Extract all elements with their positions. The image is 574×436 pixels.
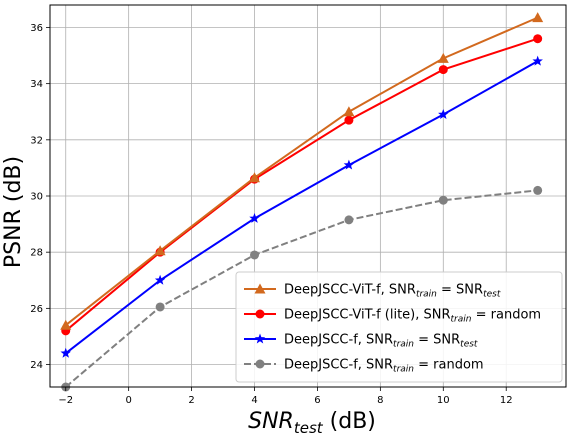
x-tick-label: 10 (437, 395, 450, 406)
data-point (249, 212, 260, 223)
data-point (60, 347, 71, 358)
x-axis-label: SNRtest (dB) (248, 409, 376, 436)
data-point (533, 34, 543, 44)
data-point (438, 109, 449, 119)
x-axis-label-main: SNR (248, 409, 294, 434)
x-axis-label-unit: (dB) (323, 409, 376, 434)
series-line (65, 16, 539, 326)
data-point (438, 65, 448, 75)
x-tick-label: 2 (188, 395, 194, 406)
x-tick-label: 0 (125, 395, 131, 406)
series-4 (61, 185, 543, 392)
data-point (154, 245, 166, 256)
x-tick-label: 12 (500, 395, 513, 406)
data-point (532, 55, 543, 66)
series-line (65, 37, 538, 332)
data-point (438, 195, 448, 205)
series-line (65, 189, 538, 388)
data-point (250, 250, 260, 260)
series-layer (60, 12, 544, 392)
data-point (344, 215, 354, 225)
legend-item: DeepJSCC-ViT-f (lite), SNRtrain = random (244, 308, 541, 325)
data-point (249, 172, 261, 183)
legend-item: DeepJSCC-ViT-f, SNRtrain = SNRtest (244, 283, 501, 300)
legend-box (235, 271, 563, 383)
legend-marker (255, 309, 265, 319)
y-axis-label: PSNR (dB) (1, 156, 26, 268)
data-point (60, 319, 72, 330)
legend-marker (255, 359, 265, 369)
legend-label: DeepJSCC-ViT-f, SNRtrain = SNRtest (284, 283, 501, 300)
legend: DeepJSCC-ViT-f, SNRtrain = SNRtest DeepJS… (235, 271, 563, 383)
y-tick-label: 28 (30, 248, 43, 259)
x-tick-label: 4 (251, 395, 257, 406)
series-3 (60, 55, 543, 358)
legend-item: DeepJSCC-f, SNRtrain = random (244, 358, 484, 375)
data-point (344, 115, 354, 125)
legend-marker (254, 333, 266, 344)
data-point (343, 159, 355, 170)
legend-item: DeepJSCC-f, SNRtrain = SNRtest (244, 333, 478, 350)
x-axis-label-sub: test (294, 419, 324, 436)
legend-label: DeepJSCC-ViT-f (lite), SNRtrain = random (284, 308, 541, 325)
legend-marker (254, 283, 266, 294)
data-point (437, 52, 449, 63)
y-tick-label: 26 (30, 304, 43, 315)
y-tick-label: 34 (30, 79, 43, 90)
x-tick-label: 8 (377, 395, 383, 406)
legend-label: DeepJSCC-f, SNRtrain = random (284, 358, 484, 375)
data-point (532, 12, 544, 23)
x-tick-label: −2 (58, 395, 73, 406)
y-tick-label: 36 (30, 23, 43, 34)
data-point (533, 185, 543, 195)
series-1 (60, 12, 544, 330)
series-line (65, 60, 539, 355)
y-tick-label: 30 (30, 192, 43, 203)
y-tick-label: 24 (30, 360, 43, 371)
data-point (154, 274, 166, 285)
legend-label: DeepJSCC-f, SNRtrain = SNRtest (284, 333, 478, 350)
data-point (343, 106, 355, 117)
x-tick-label: 6 (314, 395, 320, 406)
y-tick-label: 32 (30, 135, 43, 146)
data-point (155, 302, 165, 312)
